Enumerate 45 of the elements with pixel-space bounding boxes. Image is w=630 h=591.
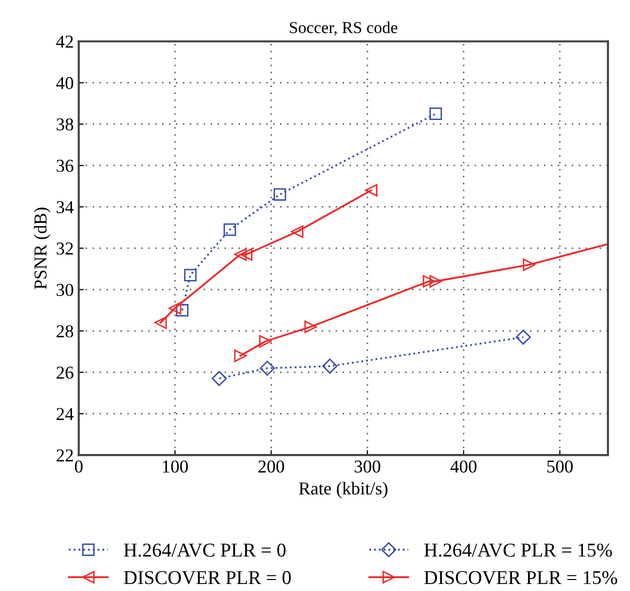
y-tick-label: 34 xyxy=(56,201,74,214)
legend-label: H.264/AVC PLR = 15% xyxy=(424,544,612,557)
y-axis-title: PSNR (dB) xyxy=(34,208,50,290)
point xyxy=(260,360,275,376)
point xyxy=(322,358,338,374)
point xyxy=(240,248,252,261)
y-tick-label: 32 xyxy=(56,242,73,255)
point xyxy=(154,316,167,329)
legend-label: DISCOVER PLR = 15% xyxy=(424,571,618,584)
point xyxy=(234,248,247,261)
legend-label: DISCOVER PLR = 0 xyxy=(124,571,291,584)
point xyxy=(429,108,442,120)
point xyxy=(224,223,236,236)
point xyxy=(176,304,188,317)
y-tick-label: 30 xyxy=(56,284,74,296)
point xyxy=(274,188,286,201)
x-tick-label: 500 xyxy=(547,460,573,473)
point xyxy=(522,258,536,272)
point xyxy=(259,335,272,348)
legend-label: H.264/AVC PLR = 0 xyxy=(124,544,286,557)
x-tick-label: 100 xyxy=(163,460,188,473)
y-tick-label: 38 xyxy=(56,118,74,131)
point xyxy=(422,275,436,288)
chart-title: Soccer, RS code xyxy=(290,21,398,36)
point xyxy=(516,330,531,345)
x-tick-label: 400 xyxy=(450,460,476,473)
x-tick-label: 300 xyxy=(354,460,380,473)
y-tick-label: 42 xyxy=(56,36,73,48)
x-tick-label: 0 xyxy=(74,460,83,473)
point xyxy=(365,184,378,197)
point xyxy=(304,320,317,334)
y-tick-label: 26 xyxy=(56,366,74,379)
y-tick-label: 22 xyxy=(56,449,73,462)
point xyxy=(429,275,442,288)
point xyxy=(168,302,182,314)
x-tick-label: 200 xyxy=(258,460,284,473)
y-tick-label: 24 xyxy=(56,408,74,420)
point xyxy=(234,350,247,362)
point xyxy=(184,268,197,282)
point xyxy=(290,225,304,238)
y-tick-label: 28 xyxy=(56,325,74,338)
x-axis-title: Rate (kbit/s) xyxy=(298,482,388,498)
point xyxy=(212,370,227,386)
y-tick-label: 40 xyxy=(56,76,74,90)
y-tick-label: 36 xyxy=(56,160,74,172)
